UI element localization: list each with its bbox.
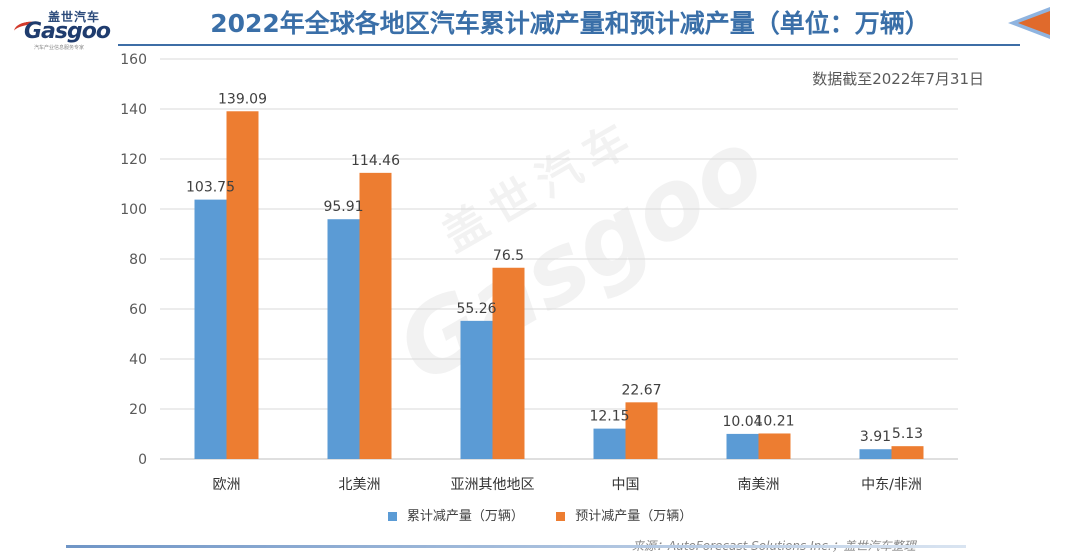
legend-swatch-orange-icon xyxy=(556,512,566,521)
category-label: 亚洲其他地区 xyxy=(451,477,535,493)
y-tick-label: 80 xyxy=(129,252,147,268)
bar-forecast xyxy=(226,111,259,460)
bar-forecast xyxy=(625,402,658,459)
legend-label-forecast: 预计减产量（万辆） xyxy=(575,509,693,524)
corner-arrow-icon xyxy=(1008,7,1050,39)
chart-title: 2022年全球各地区汽车累计减产量和预计减产量（单位：万辆） xyxy=(210,9,930,38)
y-tick-label: 20 xyxy=(129,402,147,418)
legend: 累计减产量（万辆） 预计减产量（万辆） xyxy=(0,505,1080,524)
grid-lines xyxy=(160,58,958,460)
legend-label-cumulative: 累计减产量（万辆） xyxy=(406,509,524,524)
bar-forecast xyxy=(492,267,525,459)
category-labels: 欧洲 北美洲 亚洲其他地区 中国 南美洲 中东/非洲 xyxy=(213,477,922,493)
gasgoo-logo: 盖世汽车 Gasgoo 汽车产业信息服务专家 xyxy=(12,6,114,51)
y-tick-label: 40 xyxy=(129,352,147,368)
y-tick-label: 60 xyxy=(129,302,147,318)
bars xyxy=(194,111,924,460)
bar-cumulative xyxy=(460,320,493,459)
y-tick-label: 120 xyxy=(120,152,147,168)
logo-tagline: 汽车产业信息服务专家 xyxy=(34,45,85,51)
bar-cumulative xyxy=(327,219,360,459)
category-label: 中东/非洲 xyxy=(861,477,922,493)
data-label-cumulative: 3.91 xyxy=(860,429,891,445)
y-tick-label: 0 xyxy=(138,452,147,468)
data-labels: 103.75 139.09 95.91 114.46 55.26 76.5 12.15 22.… xyxy=(186,91,923,445)
category-label: 欧洲 xyxy=(213,477,241,493)
data-label-forecast: 76.5 xyxy=(493,248,524,264)
bar-forecast xyxy=(758,433,791,459)
data-label-forecast: 22.67 xyxy=(621,382,661,398)
data-label-cumulative: 95.91 xyxy=(323,199,363,215)
data-label-cumulative: 10.04 xyxy=(722,414,762,430)
category-label: 中国 xyxy=(612,477,640,493)
data-label-forecast: 5.13 xyxy=(892,426,923,442)
legend-item-forecast: 预计减产量（万辆） xyxy=(556,505,692,524)
bar-forecast xyxy=(891,446,924,459)
logo-cn-text: 盖世汽车 xyxy=(48,10,101,24)
bar-cumulative xyxy=(859,449,892,459)
bar-cumulative xyxy=(593,428,626,459)
data-label-cumulative: 55.26 xyxy=(456,301,496,317)
category-label: 北美洲 xyxy=(339,477,381,493)
data-label-forecast: 114.46 xyxy=(351,153,400,169)
data-label-cumulative: 12.15 xyxy=(589,409,629,425)
category-label: 南美洲 xyxy=(738,477,780,493)
y-tick-label: 140 xyxy=(120,102,147,118)
bar-cumulative xyxy=(194,199,227,459)
y-tick-label: 100 xyxy=(120,202,147,218)
logo-en-text: Gasgoo xyxy=(24,19,111,44)
data-label-cumulative: 103.75 xyxy=(186,180,235,196)
title-divider xyxy=(118,44,1020,46)
data-date-note: 数据截至2022年7月31日 xyxy=(812,70,984,88)
bar-cumulative xyxy=(726,433,759,459)
bottom-divider xyxy=(66,545,966,548)
legend-item-cumulative: 累计减产量（万辆） xyxy=(387,505,524,524)
y-axis-ticks: 0 20 40 60 80 100 120 140 160 xyxy=(120,52,147,468)
bar-forecast xyxy=(359,172,392,459)
y-tick-label: 160 xyxy=(120,52,147,68)
data-label-forecast: 10.21 xyxy=(754,413,794,429)
data-label-forecast: 139.09 xyxy=(218,91,267,107)
legend-swatch-blue-icon xyxy=(387,512,397,521)
